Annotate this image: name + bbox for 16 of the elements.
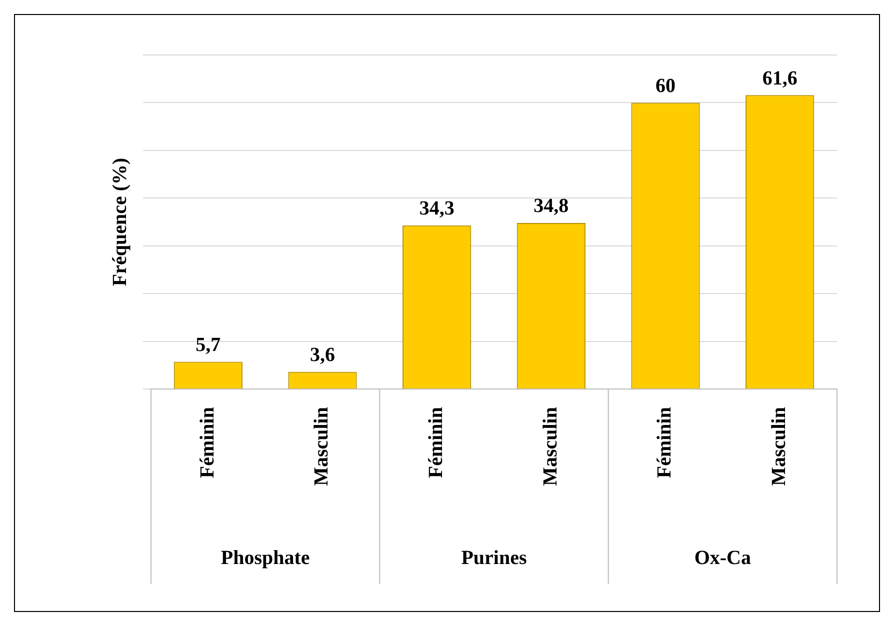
data-label: 3,6 (310, 344, 335, 366)
x-tick-label: Féminin (196, 407, 218, 478)
x-tick-label: Féminin (654, 407, 676, 478)
text: Ox-Ca (694, 547, 752, 570)
data-label: 61,6 (762, 67, 798, 90)
x-tick-label: Masculin (768, 407, 790, 486)
text: Phosphate (220, 547, 310, 570)
text: Purines (461, 547, 527, 570)
data-label: 5,7 (196, 334, 221, 356)
x-tick-label: Masculin (310, 407, 333, 486)
data-label: 34,8 (534, 195, 569, 218)
x-tick-label: Masculin (539, 407, 562, 486)
data-label: 34,3 (419, 198, 454, 220)
y-axis-title: Fréquence (%) (109, 158, 132, 286)
x-tick-label: Féminin (425, 407, 448, 478)
data-label: 60 (656, 74, 676, 97)
